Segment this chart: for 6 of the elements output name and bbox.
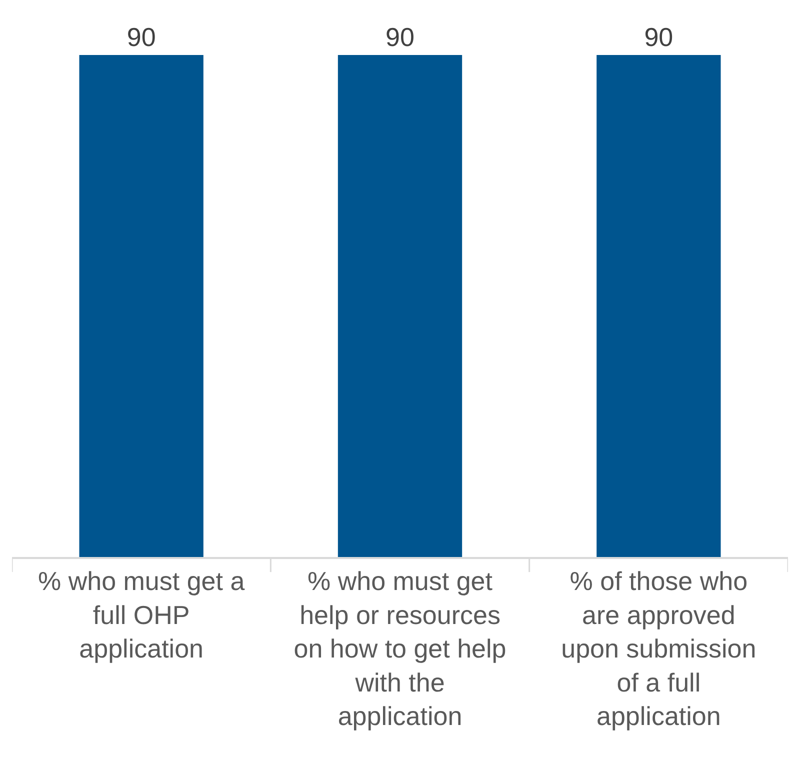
x-tick-label: % of those who are approved upon submission of a full application [561,566,756,732]
x-tick-label: % who must get help or resources on how to get help with the application [294,566,506,732]
data-label: 90 [644,22,674,52]
x-tick-label: % who must get a full OHP application [38,566,246,664]
data-label: 90 [126,22,156,52]
data-label: 90 [386,22,414,52]
